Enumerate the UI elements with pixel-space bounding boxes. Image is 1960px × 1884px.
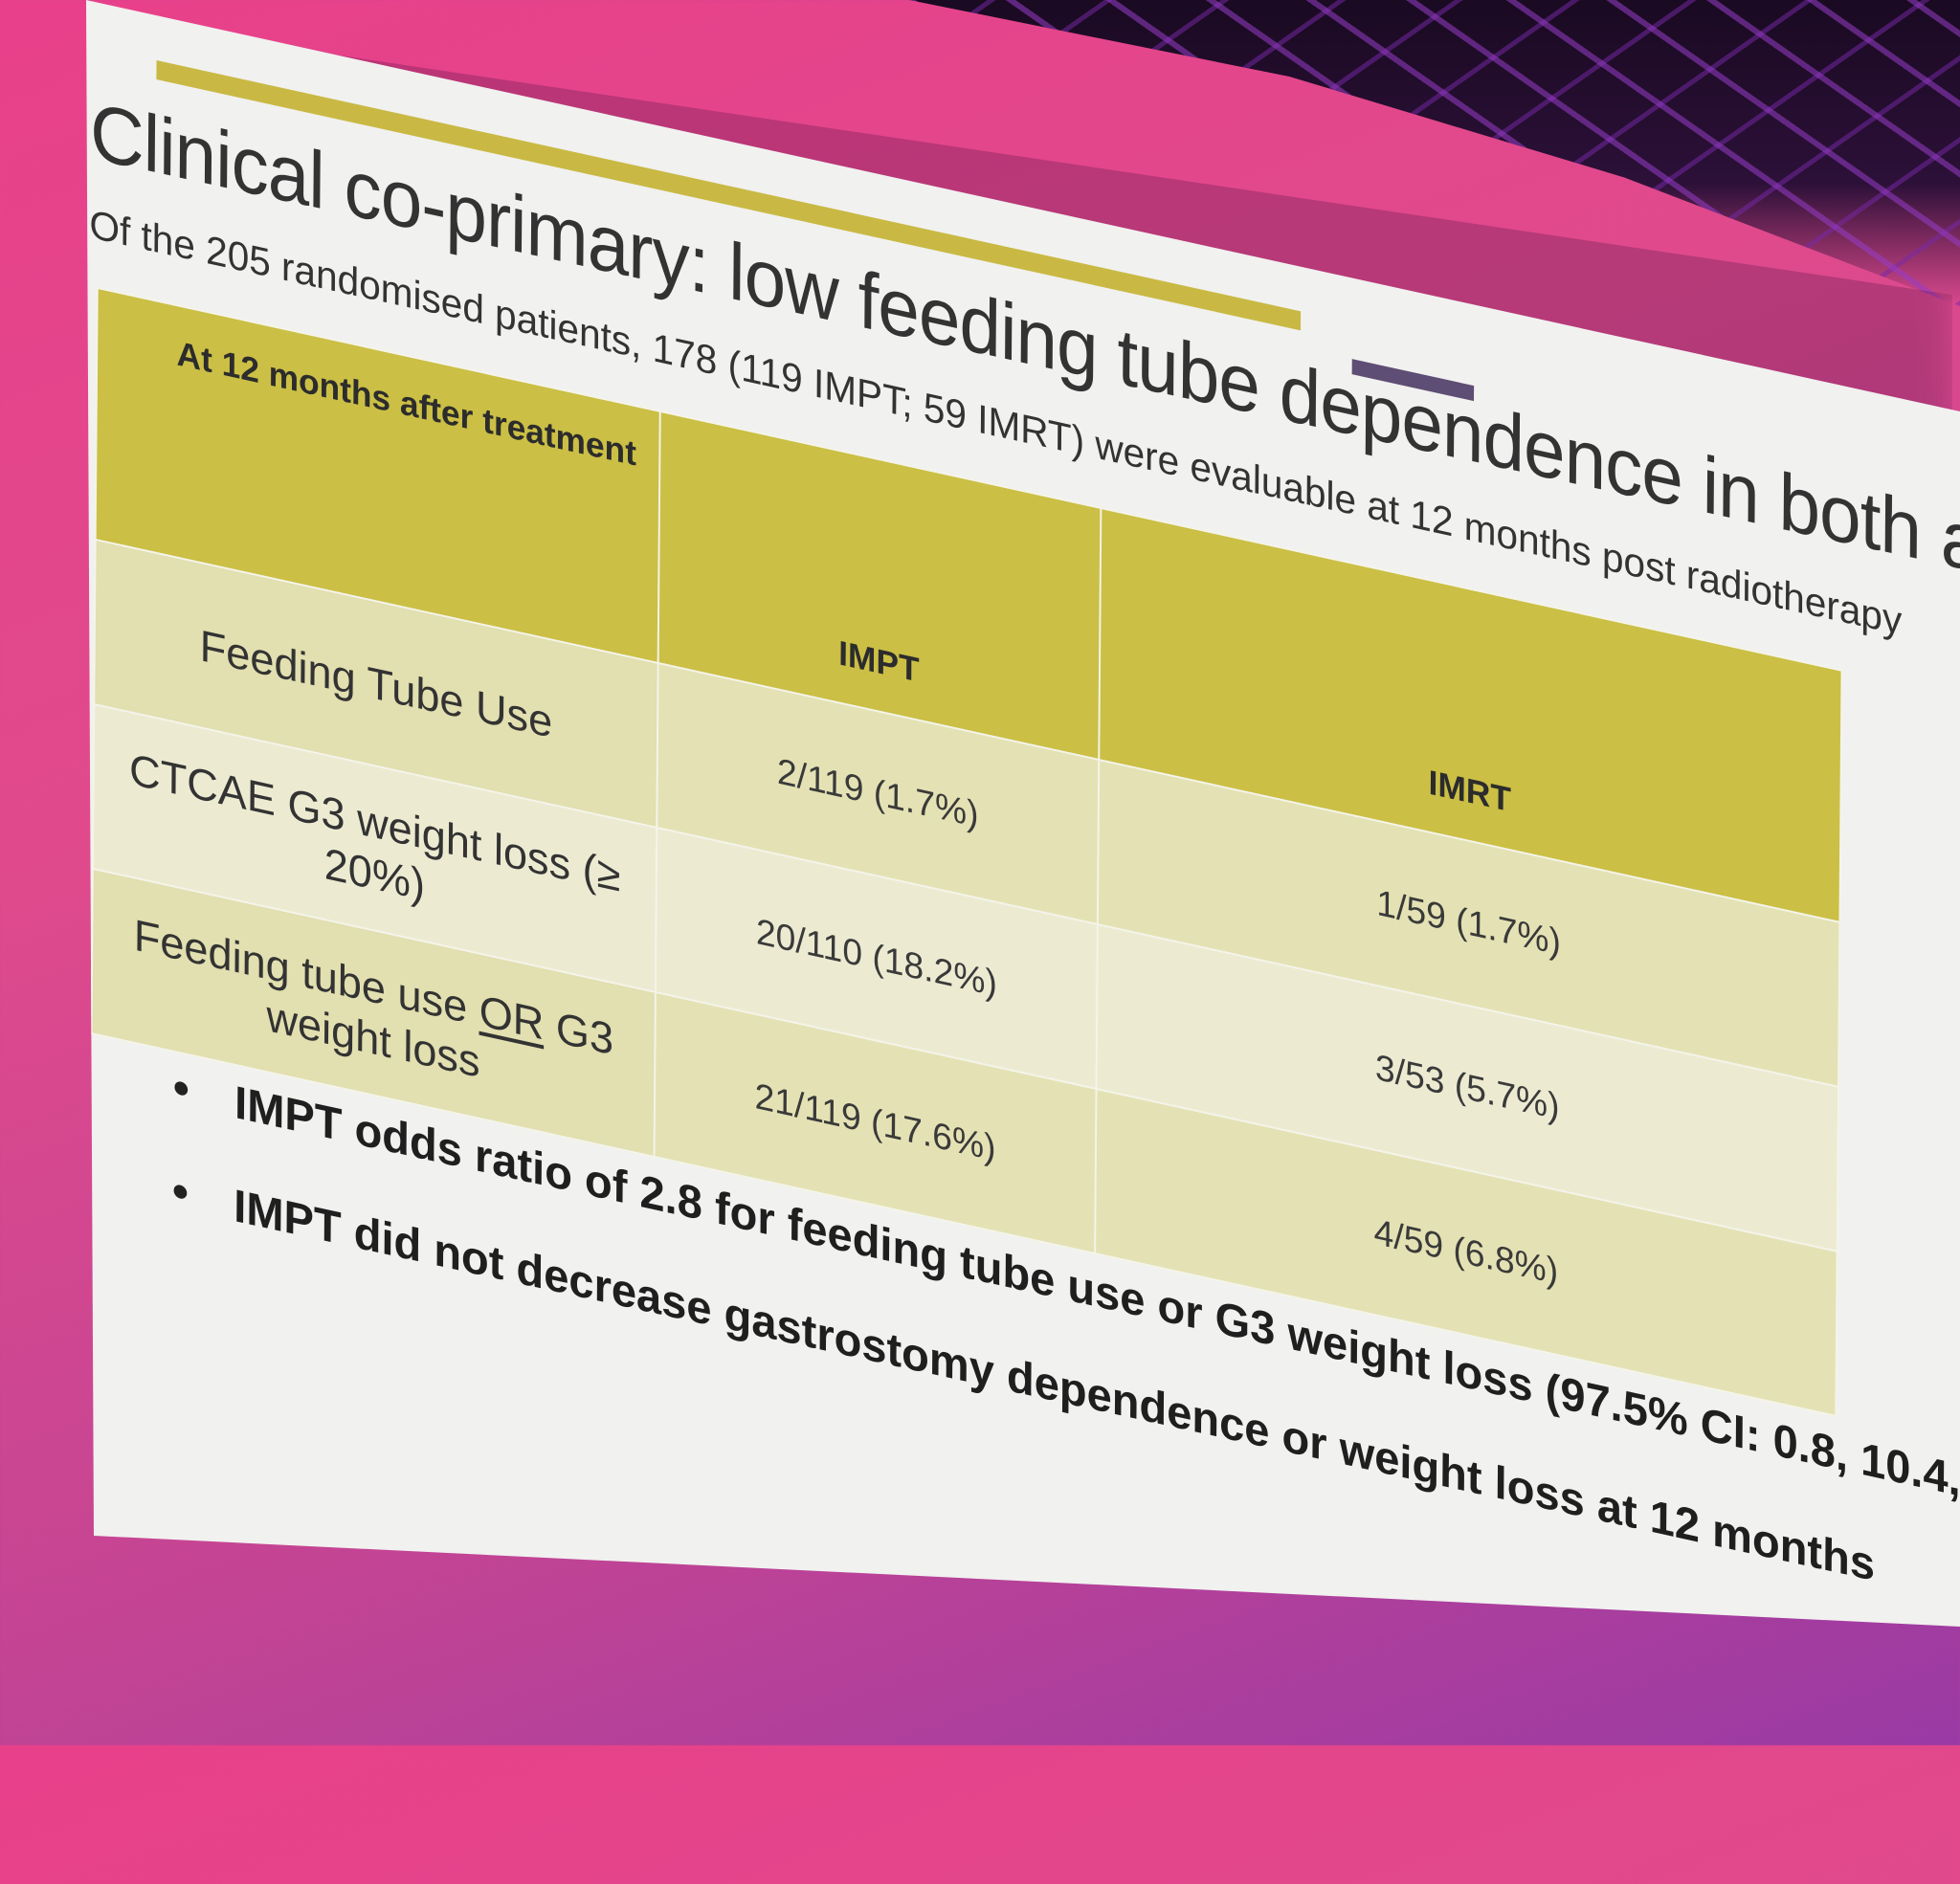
bullet-icon [173,1184,188,1201]
row-label-emphasis: OR [479,985,545,1050]
bullet-icon [174,1080,189,1097]
